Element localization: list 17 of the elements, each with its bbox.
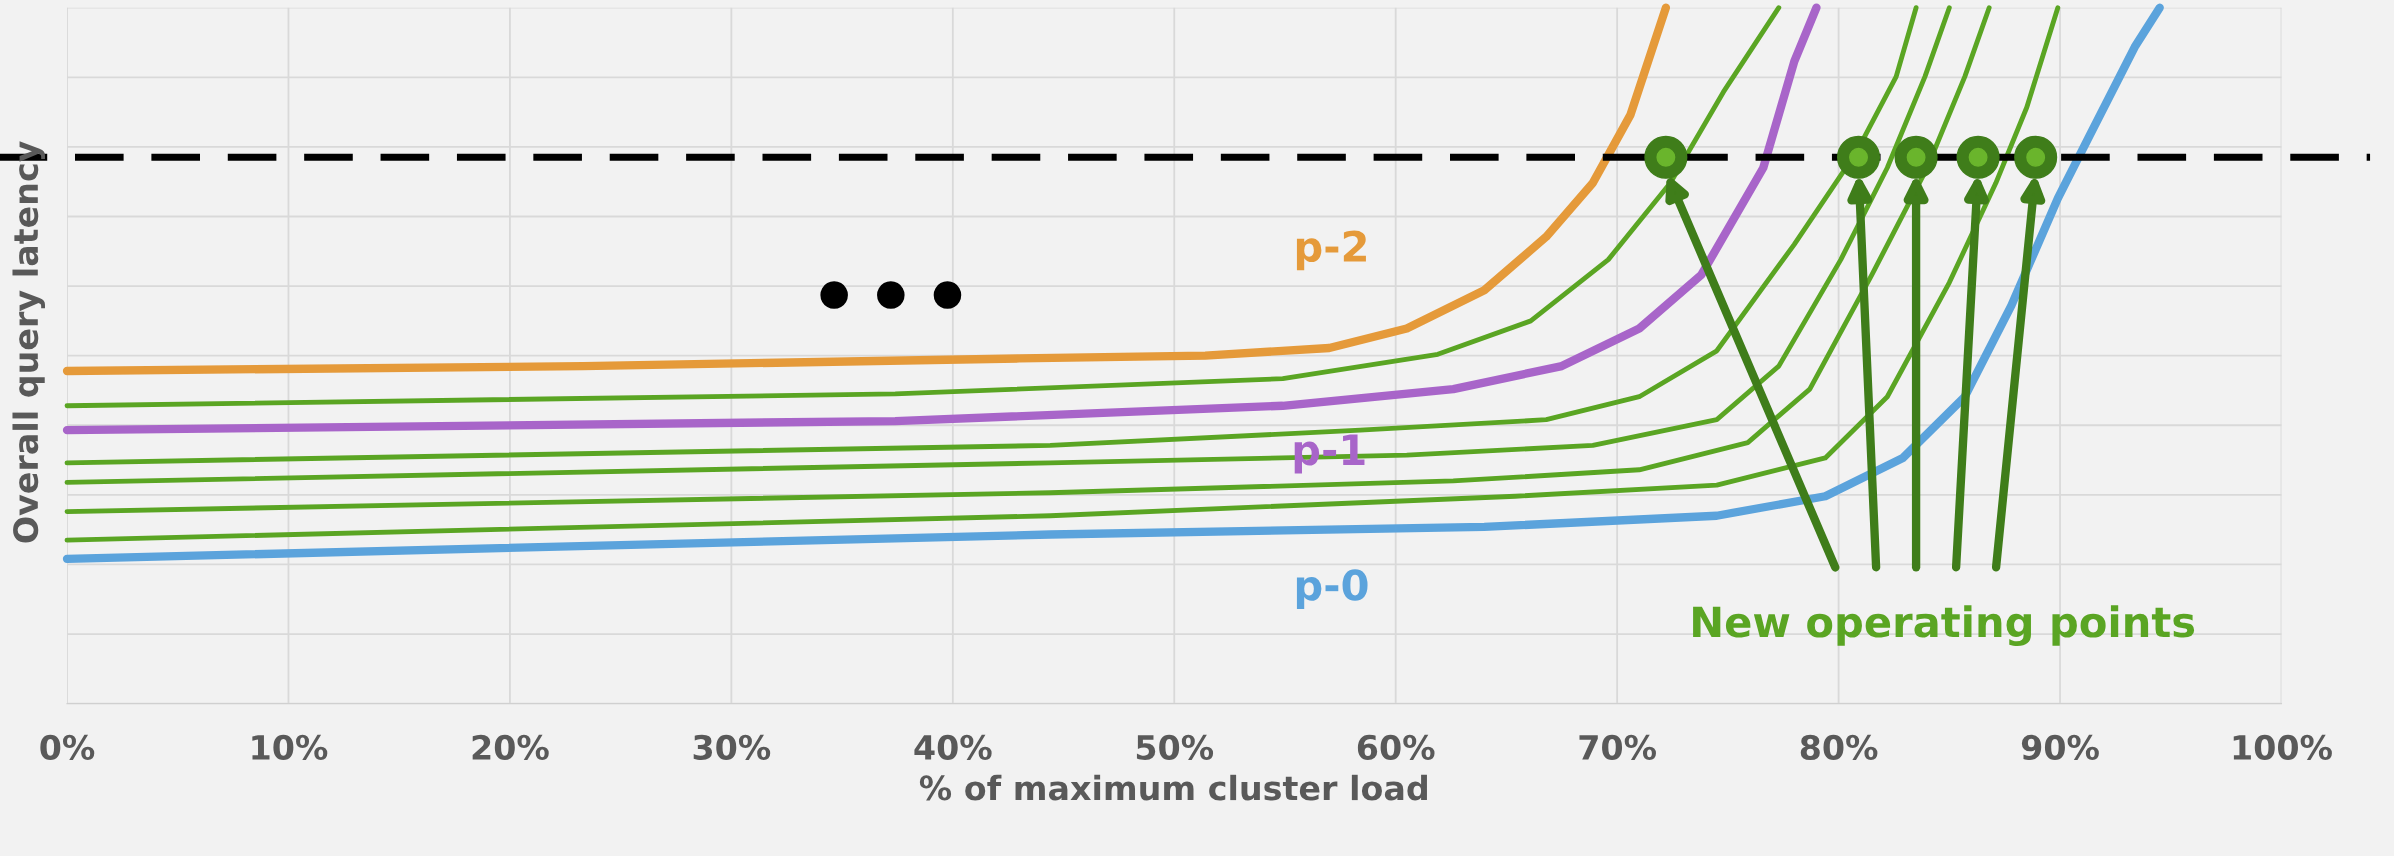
x-tick-label: 100% (2233, 734, 2332, 760)
x-tick-label: 40% (914, 734, 992, 760)
x-tick-label: 70% (1579, 734, 1656, 760)
x-tick-label: 10% (252, 734, 328, 760)
x-tick-label: 0% (40, 734, 95, 760)
y-axis-title: Overall query latency (12, 141, 45, 543)
x-tick-label: 90% (2021, 734, 2099, 760)
x-tick-label: 30% (693, 734, 771, 760)
x-tick-label: 80% (1800, 734, 1878, 760)
annotation: ● ● ● (820, 281, 962, 309)
series-label: p-2 (1296, 230, 1366, 271)
annotation: New operating points (1693, 605, 2195, 647)
x-tick-label: 20% (472, 734, 549, 760)
x-axis-title: % of maximum cluster load (919, 774, 1427, 801)
x-tick-label: 60% (1357, 734, 1435, 760)
series-label: p-0 (1296, 569, 1368, 609)
x-tick-label: 50% (1136, 734, 1214, 760)
